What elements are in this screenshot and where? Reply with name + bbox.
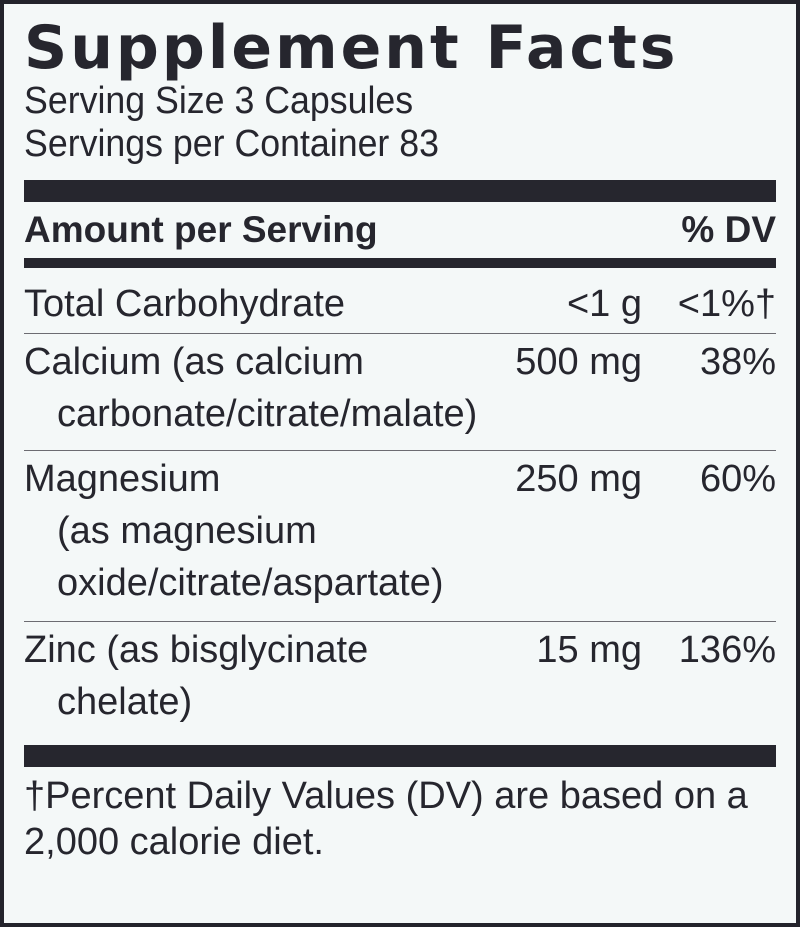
nutrient-dv: <1%† xyxy=(677,283,776,325)
nutrient-name: Zinc (as bisglycinate chelate) xyxy=(24,624,494,739)
nutrient-name-line: Zinc (as bisglycinate xyxy=(24,629,369,671)
nutrient-name: Calcium (as calcium carbonate/citrate/ma… xyxy=(24,336,494,450)
label-title: Supplement Facts xyxy=(24,13,679,83)
serving-info: Serving Size 3 Capsules Servings per Con… xyxy=(24,80,731,166)
nutrient-name: Magnesium (as magnesium oxide/citrate/as… xyxy=(24,453,494,621)
dv-header: % DV xyxy=(681,209,776,250)
nutrient-row-calcium: Calcium (as calcium carbonate/citrate/ma… xyxy=(24,334,776,451)
nutrient-name-continuation: carbonate/citrate/malate) xyxy=(57,393,478,435)
amount-per-serving-header: Amount per Serving xyxy=(24,209,378,250)
table-header: Amount per Serving % DV xyxy=(24,202,776,258)
nutrient-dv: 38% xyxy=(699,341,776,383)
serving-size: Serving Size 3 Capsules xyxy=(24,80,414,122)
nutrient-row-zinc: Zinc (as bisglycinate chelate) 15 mg 136… xyxy=(24,622,776,739)
nutrient-name-continuation: chelate) xyxy=(57,681,193,723)
nutrient-row-magnesium: Magnesium (as magnesium oxide/citrate/as… xyxy=(24,451,776,622)
footnote-line: †Percent Daily Values (DV) are based on … xyxy=(24,775,748,817)
nutrient-dv: 136% xyxy=(678,629,776,671)
nutrient-row-total-carbohydrate: Total Carbohydrate <1 g <1%† xyxy=(24,268,776,334)
footnote-line: 2,000 calorie diet. xyxy=(24,821,324,863)
nutrient-amount: 500 mg xyxy=(515,341,642,383)
nutrient-amount: 250 mg xyxy=(515,458,642,500)
servings-per-container: Servings per Container 83 xyxy=(24,123,439,165)
nutrient-name-line: Calcium (as calcium xyxy=(24,341,364,383)
nutrient-dv: 60% xyxy=(699,458,776,500)
nutrient-amount: <1 g xyxy=(566,283,642,325)
thick-divider-top xyxy=(24,180,776,202)
nutrient-name: Total Carbohydrate xyxy=(24,278,494,333)
nutrient-name-continuation: (as magnesium xyxy=(57,510,317,552)
nutrient-name-line: Magnesium xyxy=(24,458,221,500)
nutrient-amount: 15 mg xyxy=(536,629,642,671)
footnote: †Percent Daily Values (DV) are based on … xyxy=(24,773,776,865)
thick-divider-bottom xyxy=(24,745,776,767)
nutrient-name-continuation: oxide/citrate/aspartate) xyxy=(57,562,444,604)
medium-divider xyxy=(24,258,776,268)
nutrient-name-line: Total Carbohydrate xyxy=(24,283,346,325)
